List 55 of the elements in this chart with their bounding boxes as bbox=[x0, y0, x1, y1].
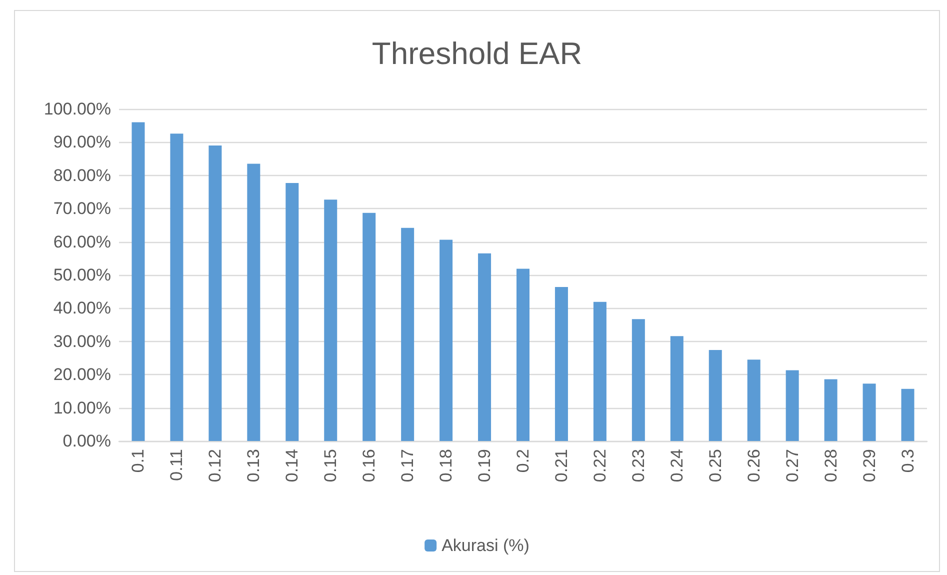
bar bbox=[478, 253, 492, 441]
y-tick-label: 0.00% bbox=[62, 432, 111, 450]
chart-title: Threshold EAR bbox=[372, 36, 582, 71]
x-tick-label: 0.1 bbox=[128, 449, 148, 473]
x-tick-label: 0.29 bbox=[860, 449, 879, 482]
y-tick-label: 80.00% bbox=[53, 166, 111, 185]
bar bbox=[786, 370, 799, 441]
bar bbox=[708, 350, 722, 441]
bar bbox=[824, 379, 838, 441]
x-tick-label: 0.21 bbox=[552, 449, 571, 482]
y-tick-label: 10.00% bbox=[53, 398, 111, 418]
legend-label: Akurasi (%) bbox=[442, 536, 530, 555]
bar bbox=[516, 268, 530, 441]
x-tick-label: 0.28 bbox=[821, 449, 840, 482]
bar bbox=[170, 134, 184, 441]
x-tick-label: 0.24 bbox=[667, 449, 686, 482]
bar bbox=[747, 360, 760, 441]
y-tick-label: 20.00% bbox=[53, 365, 111, 384]
y-tick-label: 60.00% bbox=[53, 232, 111, 252]
x-tick-label: 0.13 bbox=[244, 449, 264, 482]
bar bbox=[632, 319, 645, 441]
y-tick-label: 100.00% bbox=[44, 100, 111, 118]
x-tick-label: 0.26 bbox=[744, 449, 764, 482]
bar bbox=[593, 302, 606, 441]
x-tick-label: 0.12 bbox=[206, 449, 225, 482]
x-tick-label: 0.3 bbox=[898, 449, 918, 473]
x-tick-label: 0.27 bbox=[782, 449, 802, 482]
bar bbox=[440, 240, 453, 441]
x-tick-label: 0.15 bbox=[321, 449, 340, 482]
y-tick-label: 30.00% bbox=[53, 332, 111, 351]
x-tick-label: 0.22 bbox=[590, 449, 610, 482]
bar bbox=[208, 146, 222, 441]
bar bbox=[247, 164, 260, 441]
bar bbox=[401, 228, 414, 441]
bar bbox=[670, 336, 684, 441]
x-tick-label: 0.14 bbox=[282, 449, 302, 482]
x-tick-label: 0.18 bbox=[436, 449, 456, 482]
x-tick-label: 0.25 bbox=[706, 449, 725, 482]
x-tick-label: 0.19 bbox=[475, 449, 494, 482]
bar bbox=[324, 200, 338, 441]
bar bbox=[901, 388, 914, 441]
y-tick-label: 90.00% bbox=[53, 132, 111, 152]
x-tick-label: 0.23 bbox=[628, 449, 648, 482]
x-tick-label: 0.16 bbox=[360, 449, 379, 482]
bar bbox=[862, 384, 876, 441]
y-tick-label: 40.00% bbox=[53, 298, 111, 318]
y-tick-label: 70.00% bbox=[53, 199, 111, 218]
bar bbox=[554, 286, 568, 441]
bar bbox=[286, 183, 299, 441]
bar bbox=[132, 122, 145, 441]
y-tick-label: 50.00% bbox=[53, 266, 111, 284]
x-tick-label: 0.11 bbox=[167, 449, 186, 481]
x-tick-label: 0.17 bbox=[398, 449, 418, 482]
x-tick-label: 0.2 bbox=[514, 449, 532, 473]
bar bbox=[362, 212, 376, 441]
